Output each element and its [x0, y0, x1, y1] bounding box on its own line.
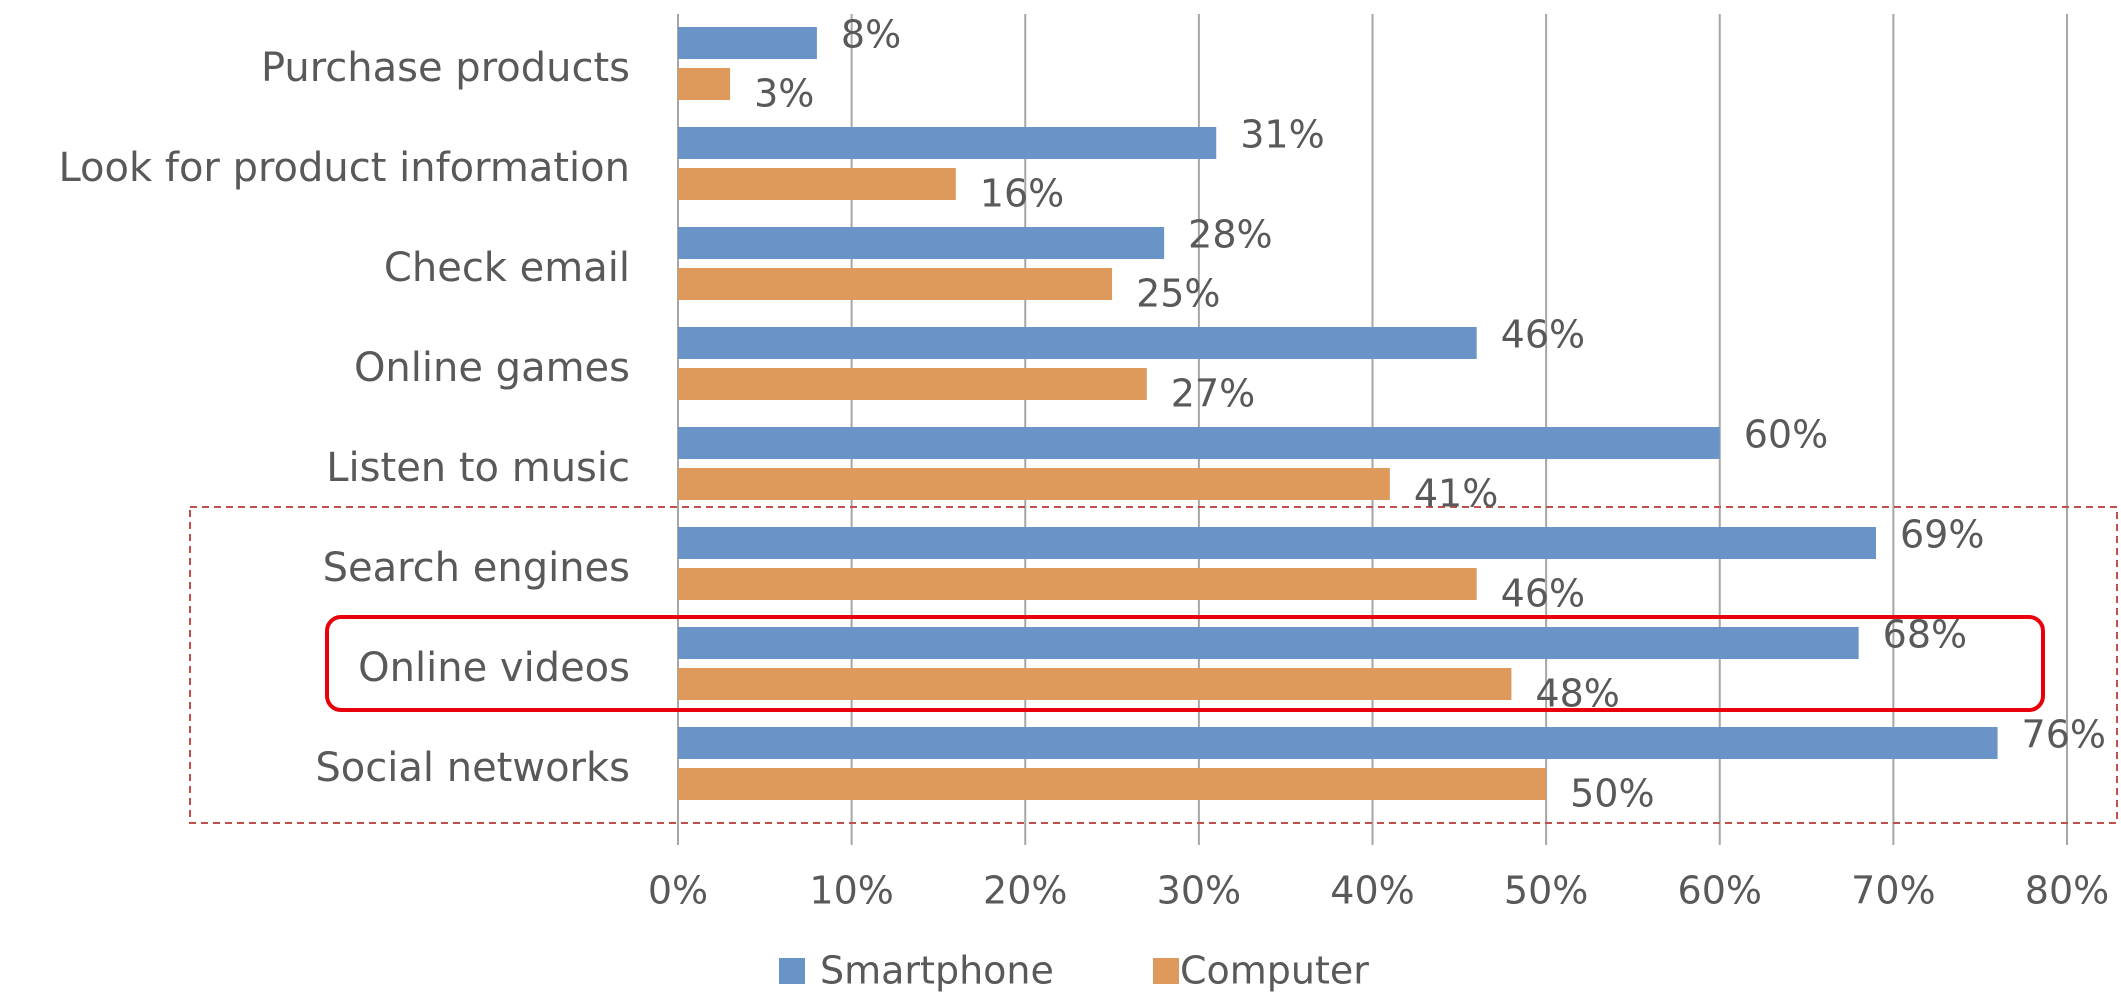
bar [678, 68, 731, 100]
x-tick-label: 70% [1851, 869, 1935, 913]
category-label: Online videos [358, 645, 630, 691]
value-label: 3% [754, 72, 814, 116]
legend-swatch [1153, 958, 1179, 984]
x-tick-label: 0% [648, 869, 708, 913]
category-label: Listen to music [326, 445, 630, 491]
legend-swatch [779, 958, 805, 984]
value-label: 69% [1900, 513, 1984, 557]
bar [678, 168, 956, 200]
category-label: Search engines [323, 545, 630, 591]
bar [678, 27, 817, 59]
x-tick-label: 50% [1504, 869, 1588, 913]
bar [678, 668, 1512, 700]
highlight-dashed-box [189, 506, 2118, 824]
category-label: Look for product information [58, 145, 630, 191]
bar [678, 527, 1877, 559]
value-label: 68% [1883, 613, 1967, 657]
value-label: 25% [1136, 272, 1220, 316]
value-label: 50% [1570, 772, 1654, 816]
x-tick-label: 10% [809, 869, 893, 913]
category-label: Check email [384, 245, 630, 291]
value-label: 16% [980, 172, 1064, 216]
bar [678, 368, 1147, 400]
category-label: Online games [354, 345, 630, 391]
marks: 8%3%31%16%28%25%46%27%60%41%69%46%68%48%… [678, 13, 2106, 816]
value-label: 60% [1744, 413, 1828, 457]
bar [678, 768, 1547, 800]
bar [678, 127, 1217, 159]
legend-label: Computer [1180, 949, 1369, 993]
x-tick-label: 80% [2025, 869, 2109, 913]
bar [678, 327, 1477, 359]
x-tick-label: 30% [1157, 869, 1241, 913]
value-label: 28% [1188, 213, 1272, 257]
bar [678, 727, 1998, 759]
bar [678, 427, 1720, 459]
x-tick-label: 40% [1330, 869, 1414, 913]
value-label: 41% [1414, 472, 1498, 516]
value-label: 46% [1501, 313, 1585, 357]
x-tick-label: 60% [1678, 869, 1762, 913]
category-label: Social networks [315, 745, 630, 791]
value-label: 76% [2022, 713, 2106, 757]
bar [678, 627, 1859, 659]
legend-label: Smartphone [820, 949, 1054, 993]
bar [678, 227, 1165, 259]
category-label: Purchase products [261, 45, 630, 91]
highlight-box [325, 615, 2045, 712]
bar [678, 568, 1477, 600]
bar [678, 468, 1390, 500]
value-label: 31% [1240, 113, 1324, 157]
bar [678, 268, 1113, 300]
value-label: 46% [1501, 572, 1585, 616]
value-label: 8% [841, 13, 901, 57]
value-label: 27% [1171, 372, 1255, 416]
x-tick-label: 20% [983, 869, 1067, 913]
